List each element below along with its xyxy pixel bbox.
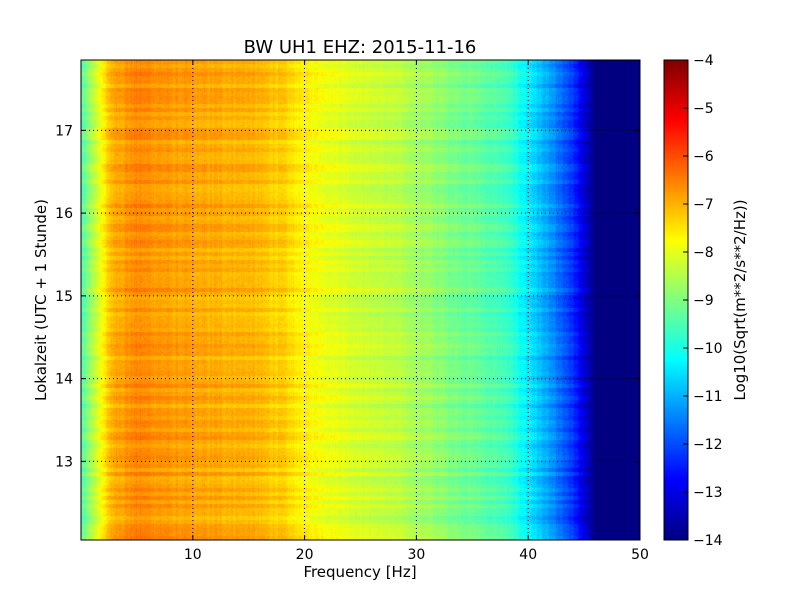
colorbar-tick-label: −4 (693, 53, 714, 69)
colorbar-label: Log10(Sqrt(m**2/s**2/Hz)) (731, 199, 749, 400)
colorbar-tick-label: −10 (693, 341, 723, 357)
colorbar: −4 −5 −6 −7 −8 −9 −10 −11 −12 −13 −14 (663, 53, 723, 549)
x-tick-label: 50 (631, 547, 649, 563)
y-tick-label: 13 (55, 454, 73, 470)
y-tick-label: 15 (55, 289, 73, 305)
colorbar-tick-label: −5 (693, 101, 714, 117)
colorbar-ticks: −4 −5 −6 −7 −8 −9 −10 −11 −12 −13 −14 (683, 53, 723, 549)
x-tick-label: 30 (407, 547, 425, 563)
x-axis-ticks: 10 20 30 40 50 (184, 60, 649, 563)
x-tick-label: 10 (184, 547, 202, 563)
colorbar-tick-label: −12 (693, 437, 723, 453)
y-tick-label: 16 (55, 206, 73, 222)
x-tick-label: 20 (296, 547, 314, 563)
plot-frame (80, 59, 641, 541)
spectrogram-heatmap (81, 60, 640, 540)
x-tick-label: 40 (519, 547, 537, 563)
colorbar-tick-label: −9 (693, 293, 714, 309)
y-axis-ticks: 13 14 15 16 17 (55, 123, 640, 470)
colorbar-tick-label: −6 (693, 149, 714, 165)
y-tick-label: 14 (55, 372, 73, 388)
y-tick-label: 17 (55, 123, 73, 139)
chart-title: BW UH1 EHZ: 2015-11-16 (244, 37, 477, 58)
y-axis-label: Lokalzeit (UTC + 1 Stunde) (32, 199, 50, 401)
colorbar-tick-label: −7 (693, 197, 714, 213)
spectrogram-plot: 10 20 30 40 50 13 14 15 16 17 (55, 59, 649, 563)
x-axis-label: Frequency [Hz] (303, 563, 416, 581)
colorbar-tick-label: −14 (693, 533, 723, 549)
colorbar-tick-label: −8 (693, 245, 714, 261)
colorbar-tick-label: −13 (693, 485, 723, 501)
plot-grid (81, 60, 640, 540)
colorbar-tick-label: −11 (693, 389, 723, 405)
